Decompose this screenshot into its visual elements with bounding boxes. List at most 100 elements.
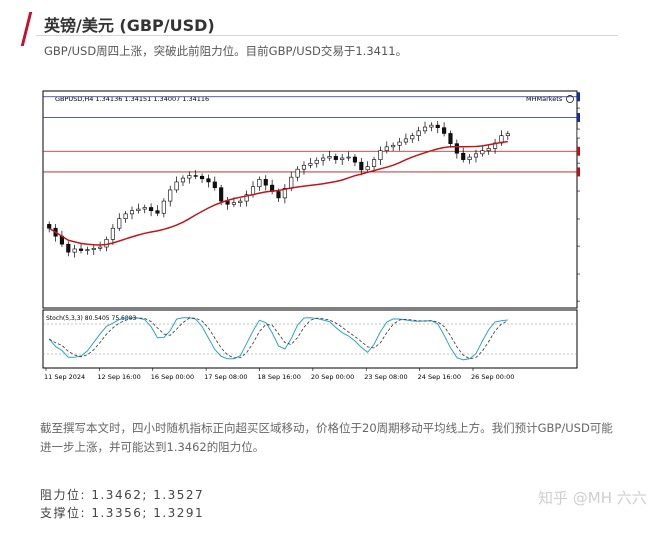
candle-body bbox=[78, 248, 84, 251]
candle-body bbox=[123, 213, 128, 219]
page-title: 英镑/美元 (GBP/USD) bbox=[44, 16, 215, 35]
symbol-info: GBPUSD,H4 1.34136 1.34151 1.34007 1.3411… bbox=[55, 95, 209, 103]
current-price-box bbox=[576, 128, 612, 139]
candle-body bbox=[219, 187, 224, 202]
candle-body bbox=[104, 239, 109, 248]
candle-body bbox=[91, 248, 96, 250]
candle-body bbox=[168, 189, 173, 202]
chart-svg: GBPUSD,H4 1.34136 1.34151 1.34007 1.3411… bbox=[42, 90, 612, 381]
candle-body bbox=[403, 138, 408, 143]
x-tick-label: 26 Sep 00:00 bbox=[471, 373, 514, 381]
candle-body bbox=[47, 224, 52, 229]
candle-body bbox=[110, 227, 115, 240]
candle-body bbox=[155, 210, 160, 214]
x-tick-label: 18 Sep 16:00 bbox=[258, 373, 301, 381]
candle-body bbox=[384, 146, 389, 151]
candle-body bbox=[346, 156, 351, 159]
level-box bbox=[577, 146, 611, 156]
x-tick-label: 23 Sep 08:00 bbox=[364, 373, 407, 381]
x-tick-label: 11 Sep 2024 bbox=[44, 373, 85, 381]
candle-body bbox=[250, 186, 256, 196]
candle-body bbox=[174, 181, 179, 191]
candle-body bbox=[129, 210, 135, 215]
candle-body bbox=[397, 141, 402, 146]
candle-body bbox=[365, 166, 370, 171]
analysis-text: 截至撰写本文时，四小时随机指标正向超买区域移动，价格位于20周期移动平均线上方。… bbox=[40, 421, 613, 454]
candle-body bbox=[136, 208, 141, 211]
candle-body bbox=[187, 175, 192, 179]
candle-body bbox=[378, 150, 383, 160]
candle-body bbox=[180, 177, 186, 183]
candle-body bbox=[289, 176, 294, 189]
levels-block: 阻力位: 1.3462; 1.3527 支撑位: 1.3356; 1.3291 bbox=[40, 486, 204, 522]
candle-body bbox=[142, 207, 147, 210]
candle-body bbox=[359, 161, 364, 171]
candle-body bbox=[314, 159, 319, 164]
candle-body bbox=[244, 194, 249, 202]
candle-body bbox=[161, 200, 166, 214]
stoch-signal-line bbox=[48, 317, 508, 360]
candle-body bbox=[480, 150, 485, 155]
brand-logo: MHMarkets bbox=[526, 95, 563, 103]
candle-body bbox=[282, 188, 287, 199]
candle-body bbox=[429, 124, 434, 128]
candle-body bbox=[416, 130, 421, 136]
level-box bbox=[577, 112, 611, 122]
candle-body bbox=[410, 135, 415, 140]
candle-body bbox=[257, 179, 262, 188]
candle-body bbox=[422, 126, 428, 132]
candle-body bbox=[231, 202, 236, 205]
candle-body bbox=[66, 243, 71, 253]
level-box bbox=[577, 167, 611, 177]
candle-body bbox=[391, 144, 396, 148]
candle-body bbox=[327, 156, 332, 159]
candle-body bbox=[454, 143, 459, 154]
candle-body bbox=[117, 218, 122, 229]
watermark: 知乎 @MH 六六 bbox=[538, 489, 647, 507]
candle-body bbox=[301, 165, 307, 170]
x-tick-label: 20 Sep 00:00 bbox=[311, 373, 354, 381]
x-tick-label: 12 Sep 16:00 bbox=[97, 373, 140, 381]
moving-average-line bbox=[48, 140, 508, 246]
candle-body bbox=[72, 248, 77, 253]
candle-body bbox=[486, 148, 491, 151]
x-tick-label: 24 Sep 16:00 bbox=[418, 373, 461, 381]
x-tick-label: 16 Sep 00:00 bbox=[151, 373, 194, 381]
support-levels: 支撑位: 1.3356; 1.3291 bbox=[40, 506, 205, 520]
candle-body bbox=[467, 156, 472, 160]
candle-body bbox=[149, 207, 154, 211]
page-subtitle: GBP/USD周四上涨，突破此前阻力位。目前GBP/USD交易于1.3411。 bbox=[44, 44, 408, 58]
smiley-icon bbox=[566, 95, 574, 103]
title-divider bbox=[36, 35, 618, 36]
stoch-pane bbox=[42, 309, 578, 369]
candle-body bbox=[295, 168, 300, 178]
candle-body bbox=[505, 133, 510, 136]
candle-body bbox=[238, 200, 243, 203]
candle-body bbox=[473, 153, 479, 158]
candle-body bbox=[206, 178, 211, 183]
resistance-levels: 阻力位: 1.3462; 1.3527 bbox=[40, 488, 205, 502]
candle-body bbox=[193, 175, 198, 177]
accent-bar bbox=[20, 12, 33, 46]
candle-body bbox=[212, 181, 217, 188]
main-pane bbox=[42, 90, 578, 309]
candle-body bbox=[308, 163, 313, 166]
candle-body bbox=[263, 179, 268, 186]
candle-body bbox=[340, 157, 345, 160]
candle-body bbox=[321, 157, 326, 161]
candle-body bbox=[200, 175, 205, 180]
candle-body bbox=[276, 191, 281, 199]
candle-body bbox=[352, 156, 357, 163]
stoch-label: Stoch(5,3,3) 80.5405 75.6803 bbox=[46, 315, 137, 322]
candle-body bbox=[98, 246, 103, 249]
price-chart: GBPUSD,H4 1.34136 1.34151 1.34007 1.3411… bbox=[40, 88, 612, 388]
candle-body bbox=[435, 124, 440, 128]
candle-body bbox=[442, 127, 447, 134]
level-box bbox=[577, 92, 611, 102]
x-tick-label: 17 Sep 08:00 bbox=[204, 373, 247, 381]
candle-body bbox=[333, 156, 338, 160]
candle-body bbox=[461, 152, 466, 160]
candle-body bbox=[371, 159, 377, 167]
candle-body bbox=[85, 249, 90, 251]
candle-body bbox=[448, 133, 453, 144]
